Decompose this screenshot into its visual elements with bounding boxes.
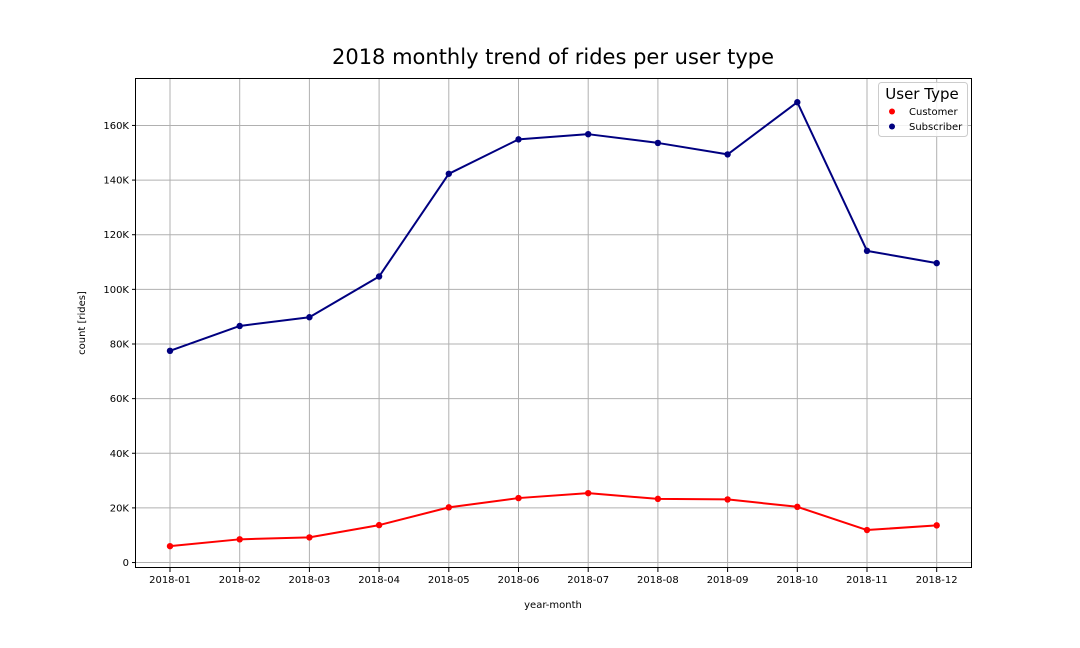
series-line-customer xyxy=(169,492,937,548)
data-point-customer xyxy=(445,504,452,511)
x-tick-label: 2018-09 xyxy=(707,575,749,586)
data-point-subscriber xyxy=(724,151,731,158)
data-point-subscriber xyxy=(863,247,871,255)
data-point-customer xyxy=(933,522,940,529)
x-tick-label: 2018-06 xyxy=(498,575,540,586)
series-line-subscriber xyxy=(169,101,937,352)
x-tick-label: 2018-05 xyxy=(428,575,470,586)
data-point-customer xyxy=(375,521,383,529)
data-point-subscriber xyxy=(585,130,592,138)
x-axis: 2018-01 2018-02 2018-03 2018-04 2018-05 2018-… xyxy=(149,568,958,586)
x-tick-label: 2018-04 xyxy=(358,575,400,586)
legend-marker-customer xyxy=(889,108,895,115)
data-point-customer xyxy=(863,526,871,534)
data-point-subscriber xyxy=(933,259,940,267)
y-tick-label: 20K xyxy=(110,503,130,514)
x-tick-label: 2018-07 xyxy=(567,575,609,586)
x-tick-label: 2018-01 xyxy=(149,575,191,586)
y-tick-label: 120K xyxy=(103,230,129,241)
y-tick-label: 80K xyxy=(110,339,130,350)
data-point-customer xyxy=(654,495,662,503)
data-point-subscriber xyxy=(445,170,452,177)
plot-frame xyxy=(135,78,972,568)
x-tick-label: 2018-08 xyxy=(637,575,679,586)
data-point-customer xyxy=(794,503,801,511)
series-customer xyxy=(166,489,940,550)
y-tick-label: 60K xyxy=(110,394,130,405)
x-tick-label: 2018-11 xyxy=(846,575,888,586)
data-point-customer xyxy=(585,489,592,497)
data-point-customer xyxy=(515,494,522,502)
data-point-customer xyxy=(166,542,174,550)
y-axis: 0 20K 40K 60K 80K 100K 120K 140K 160K xyxy=(103,121,136,569)
legend-title: User Type xyxy=(885,85,958,103)
grid-lines xyxy=(136,79,972,568)
data-point-subscriber xyxy=(375,273,383,280)
data-point-customer xyxy=(306,534,313,541)
y-axis-label: count [rides] xyxy=(77,291,88,355)
data-point-subscriber xyxy=(306,314,313,321)
x-tick-label: 2018-12 xyxy=(916,575,958,586)
y-tick-label: 100K xyxy=(103,285,129,296)
y-tick-label: 140K xyxy=(103,176,129,187)
x-axis-label: year-month xyxy=(524,600,582,611)
y-tick-label: 0 xyxy=(123,558,129,569)
y-tick-label: 40K xyxy=(110,449,130,460)
x-tick-label: 2018-03 xyxy=(289,575,331,586)
data-point-subscriber xyxy=(236,322,243,330)
legend: User Type Customer Subscriber xyxy=(878,82,968,137)
x-tick-label: 2018-02 xyxy=(219,575,261,586)
y-tick-label: 160K xyxy=(103,121,129,132)
legend-marker-subscriber xyxy=(889,123,895,130)
data-point-subscriber xyxy=(794,99,801,106)
data-point-customer xyxy=(724,496,731,503)
x-tick-label: 2018-10 xyxy=(776,575,818,586)
series-layer xyxy=(166,99,940,550)
data-point-subscriber xyxy=(515,136,522,143)
data-point-subscriber xyxy=(166,347,174,355)
legend-label-subscriber: Subscriber xyxy=(909,122,963,133)
data-point-subscriber xyxy=(654,139,662,147)
data-point-customer xyxy=(236,536,243,543)
legend-box xyxy=(878,82,968,137)
series-subscriber xyxy=(166,99,940,355)
chart-title: 2018 monthly trend of rides per user typ… xyxy=(332,45,774,69)
legend-label-customer: Customer xyxy=(909,107,958,118)
